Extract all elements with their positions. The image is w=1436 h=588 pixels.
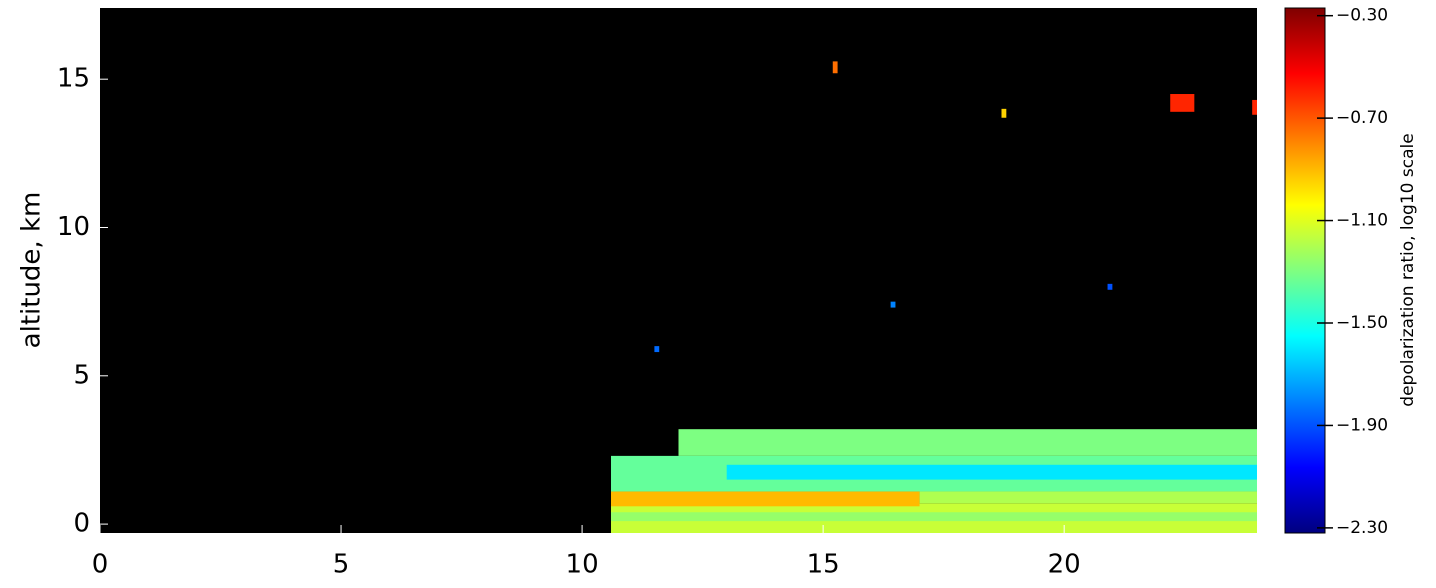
x-tick-label: 20 — [1048, 550, 1081, 580]
colorbar-label: depolarization ratio, log10 scale — [1398, 133, 1418, 406]
heatmap-cell — [1107, 283, 1113, 290]
heatmap-cell — [654, 346, 660, 353]
colorbar-tick-label: −1.10 — [1336, 211, 1388, 231]
y-tick-label: 15 — [57, 64, 90, 94]
colorbar — [1284, 7, 1326, 534]
colorbar-tick-label: −2.30 — [1336, 518, 1388, 538]
heatmap-cell — [726, 464, 1257, 480]
heatmap-cell — [1170, 94, 1195, 112]
colorbar-tick-label: −1.90 — [1336, 415, 1388, 435]
y-tick-label: 0 — [73, 509, 90, 539]
x-tick-label: 5 — [333, 550, 350, 580]
x-tick-label: 10 — [566, 550, 599, 580]
colorbar-tick-label: −0.30 — [1336, 6, 1388, 26]
y-tick-label: 5 — [73, 360, 90, 390]
heatmap-cell — [1252, 99, 1257, 115]
heatmap-cell — [890, 301, 896, 308]
y-tick-label: 10 — [57, 212, 90, 242]
y-axis-label: altitude, km — [17, 192, 47, 349]
heatmap-cell — [611, 512, 1257, 522]
x-tick-label: 15 — [807, 550, 840, 580]
colorbar-tick-label: −1.50 — [1336, 313, 1388, 333]
heatmap-cell — [919, 491, 1257, 504]
heatmap-cell — [678, 429, 1257, 456]
heatmap-cell — [1001, 108, 1007, 118]
x-tick-label: 0 — [92, 550, 109, 580]
colorbar-tick-label: −0.70 — [1336, 108, 1388, 128]
heatmap-cell — [611, 491, 920, 507]
heatmap-cell — [832, 61, 838, 74]
